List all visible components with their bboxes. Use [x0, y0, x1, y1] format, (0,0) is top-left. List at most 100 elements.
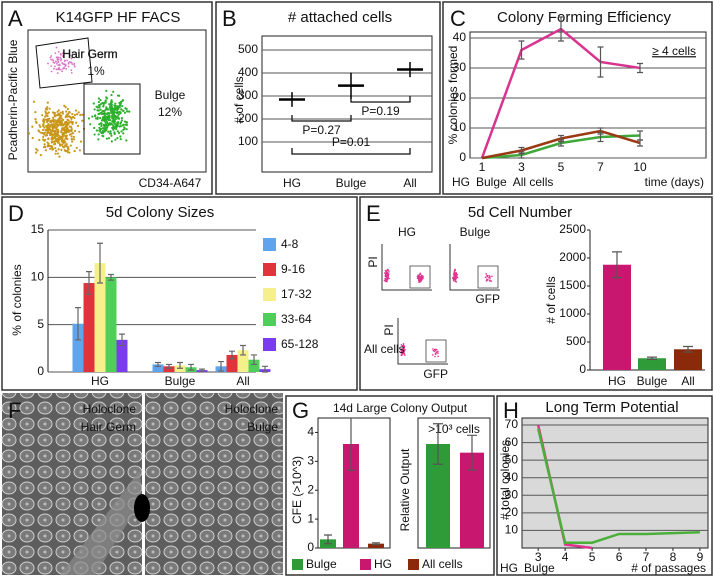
event-dot — [42, 123, 45, 126]
error-bar — [597, 46, 604, 78]
event-dot — [113, 131, 116, 134]
x-tick-label: 1 — [479, 160, 486, 174]
error-bar — [372, 542, 380, 546]
event-dot — [46, 106, 49, 109]
y-tick-label: 20 — [505, 505, 519, 519]
event-dot — [59, 56, 62, 59]
event-dot — [31, 136, 34, 140]
event-dot — [60, 114, 63, 117]
event-dot — [47, 137, 50, 141]
event-dot — [61, 127, 64, 130]
event-dot — [63, 60, 66, 63]
event-dot — [70, 120, 73, 123]
event-dot — [70, 117, 73, 120]
event-dot — [47, 62, 49, 65]
x-axis-label: GFP — [475, 292, 500, 306]
x-tick-label: 7 — [597, 160, 604, 174]
y-axis-label: Relative Output — [398, 448, 412, 531]
event-dot — [402, 349, 404, 351]
event-dot — [51, 111, 55, 114]
event-dot — [453, 277, 455, 279]
event-dot — [62, 124, 65, 127]
event-dot — [60, 148, 63, 151]
x-tick-label: 8 — [670, 550, 677, 564]
event-dot — [49, 56, 52, 59]
event-dot — [57, 109, 60, 112]
event-dot — [65, 110, 68, 113]
flow-axes — [397, 318, 448, 365]
event-dot — [58, 143, 62, 146]
legend-label: HG — [500, 561, 518, 575]
panel-letter: G — [292, 398, 309, 423]
event-dot — [117, 113, 120, 116]
event-dot — [421, 277, 424, 280]
annotation: >10³ cells — [428, 422, 480, 436]
gate-value: 12% — [158, 105, 182, 119]
event-dot — [54, 52, 57, 55]
event-dot — [56, 152, 60, 155]
event-dot — [98, 112, 101, 115]
bar — [152, 364, 164, 372]
event-dot — [105, 120, 109, 124]
event-dot — [101, 109, 104, 113]
legend-swatch — [263, 288, 276, 301]
event-dot — [99, 99, 102, 102]
error-bar — [637, 139, 643, 147]
event-dot — [36, 149, 39, 152]
error-bar — [86, 271, 92, 295]
gate — [35, 37, 93, 89]
plot-area — [27, 29, 207, 173]
error-bar — [155, 361, 161, 367]
event-dot — [56, 134, 59, 138]
gate — [409, 265, 431, 289]
chart-title: Colony Forming Efficiency — [497, 9, 671, 26]
event-dot — [451, 277, 454, 280]
event-dot — [456, 276, 459, 279]
event-dot — [67, 119, 70, 122]
event-dot — [70, 57, 73, 60]
event-dot — [69, 54, 71, 57]
event-dot — [55, 137, 58, 141]
event-dot — [112, 121, 115, 124]
y-tick-label: 1500 — [559, 278, 586, 292]
y-tick-label: 2500 — [559, 222, 586, 236]
event-dot — [52, 61, 55, 64]
image-label: Bulge — [247, 420, 278, 434]
event-dot — [71, 122, 74, 126]
event-dot — [103, 109, 106, 112]
event-dot — [106, 112, 109, 116]
image-label: Hair Germ — [81, 420, 136, 434]
legend-swatch — [360, 559, 371, 570]
event-dot — [420, 275, 422, 278]
event-dot — [125, 120, 128, 124]
event-dot — [58, 135, 61, 138]
event-dot — [57, 61, 60, 64]
event-dot — [108, 132, 112, 135]
event-dot — [432, 354, 434, 356]
event-dot — [99, 103, 102, 106]
event-dot — [48, 144, 51, 148]
event-dot — [62, 139, 66, 142]
panel-frame — [442, 1, 713, 195]
event-dot — [38, 138, 41, 142]
event-dot — [45, 114, 48, 117]
event-dot — [108, 114, 111, 117]
y-axis-label: PI — [366, 256, 380, 267]
bar — [105, 277, 117, 372]
event-dot — [89, 123, 92, 126]
event-dot — [93, 133, 96, 136]
event-dot — [43, 143, 46, 146]
event-dot — [122, 123, 125, 126]
event-dot — [96, 106, 99, 109]
event-dot — [57, 118, 60, 121]
event-dot — [97, 104, 101, 107]
event-dot — [453, 274, 456, 277]
event-dot — [50, 55, 53, 57]
y-axis-label: # of cells — [232, 76, 246, 123]
event-dot — [51, 120, 54, 123]
legend-swatch — [263, 263, 276, 276]
event-dot — [52, 118, 55, 121]
event-dot — [455, 272, 458, 275]
event-dot — [103, 101, 106, 104]
y-tick-label: 60 — [505, 435, 519, 449]
